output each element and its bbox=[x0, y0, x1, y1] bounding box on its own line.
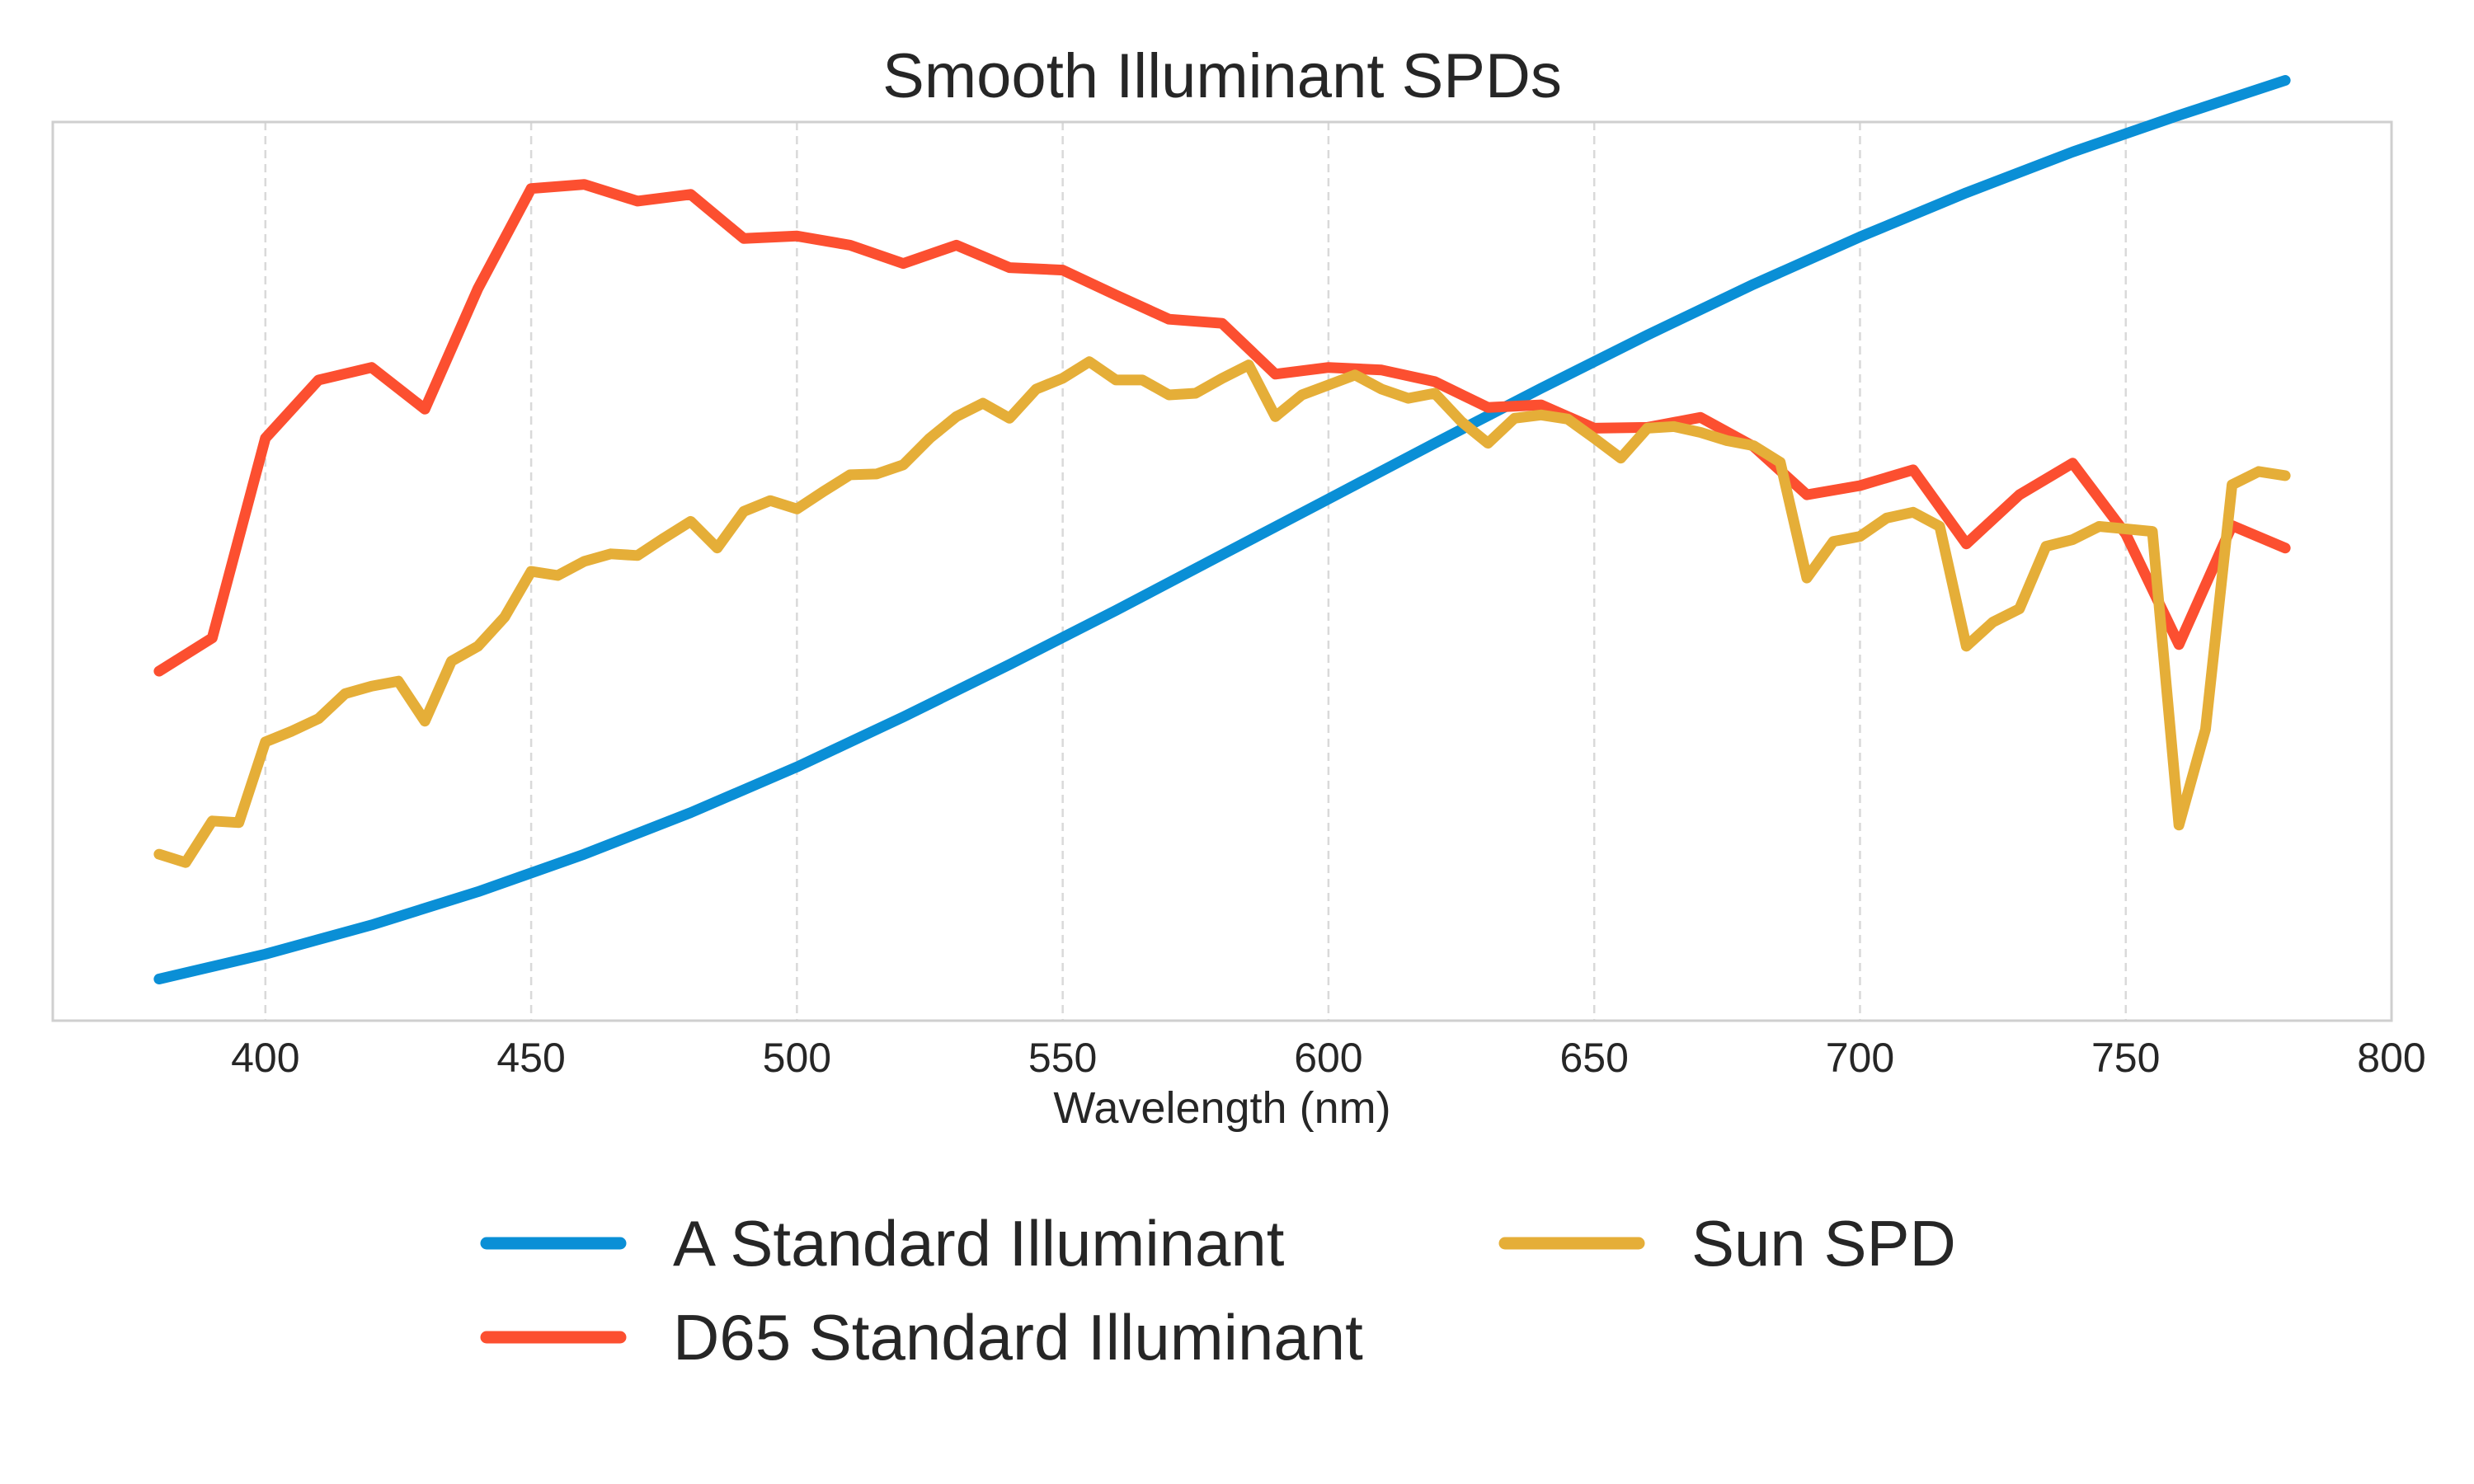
chart-title: Smooth Illuminant SPDs bbox=[882, 41, 1562, 111]
x-tick-label-550: 550 bbox=[1028, 1035, 1097, 1081]
x-tick-label-450: 450 bbox=[496, 1035, 565, 1081]
legend-label-a-standard-illuminant: A Standard Illuminant bbox=[673, 1207, 1285, 1280]
x-axis-label: Wavelength (nm) bbox=[1053, 1083, 1390, 1133]
legend-label-sun-spd: Sun SPD bbox=[1691, 1207, 1956, 1280]
series-layer bbox=[153, 75, 2291, 984]
plot-area bbox=[51, 120, 2393, 1022]
x-tick-label-500: 500 bbox=[763, 1035, 831, 1081]
x-tick-label-650: 650 bbox=[1559, 1035, 1628, 1081]
x-tick-label-800: 800 bbox=[2357, 1035, 2425, 1081]
x-tick-label-750: 750 bbox=[2091, 1035, 2160, 1081]
x-tick-label-400: 400 bbox=[231, 1035, 299, 1081]
x-tick-label-700: 700 bbox=[1826, 1035, 1894, 1081]
legend: A Standard Illuminant D65 Standard Illumi… bbox=[480, 1207, 1956, 1374]
x-tick-labels: 400 450 500 550 600 650 700 750 800 bbox=[231, 1035, 2426, 1081]
series-line-d65-standard-illuminant bbox=[153, 179, 2291, 677]
series-line-sun-spd bbox=[153, 356, 2291, 868]
legend-label-d65-standard-illuminant: D65 Standard Illuminant bbox=[673, 1301, 1363, 1374]
x-tick-label-600: 600 bbox=[1294, 1035, 1362, 1081]
series-line-a-standard-illuminant bbox=[153, 75, 2291, 984]
